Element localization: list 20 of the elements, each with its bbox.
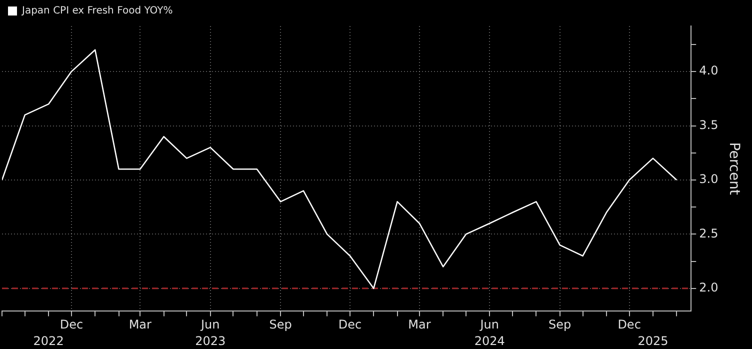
x-tick-label: Mar	[408, 318, 431, 332]
x2-tick-label: 2025	[638, 334, 668, 348]
x2-tick-label: 2024	[474, 334, 505, 348]
x-tick-label: Sep	[269, 318, 292, 332]
x-tick-label: Sep	[548, 318, 572, 332]
y-tick-label: 4.0	[699, 64, 718, 78]
y-axis-title: Percent	[726, 142, 742, 196]
x-tick-label: Dec	[60, 318, 84, 332]
y-tick-label: 3.0	[699, 172, 718, 186]
x-tick-label: Mar	[128, 318, 152, 332]
y-tick-label: 3.5	[699, 118, 718, 132]
x-tick-label: Dec	[618, 318, 641, 332]
x-tick-label: Jun	[479, 318, 500, 332]
x-tick-label: Dec	[338, 318, 362, 332]
y-tick-label: 2.5	[699, 226, 718, 240]
x2-tick-label: 2022	[33, 334, 64, 348]
x-tick-label: Jun	[200, 318, 220, 332]
legend-label: Japan CPI ex Fresh Food YOY%	[21, 6, 173, 17]
x2-tick-label: 2023	[195, 334, 226, 348]
y-tick-label: 2.0	[699, 280, 718, 295]
